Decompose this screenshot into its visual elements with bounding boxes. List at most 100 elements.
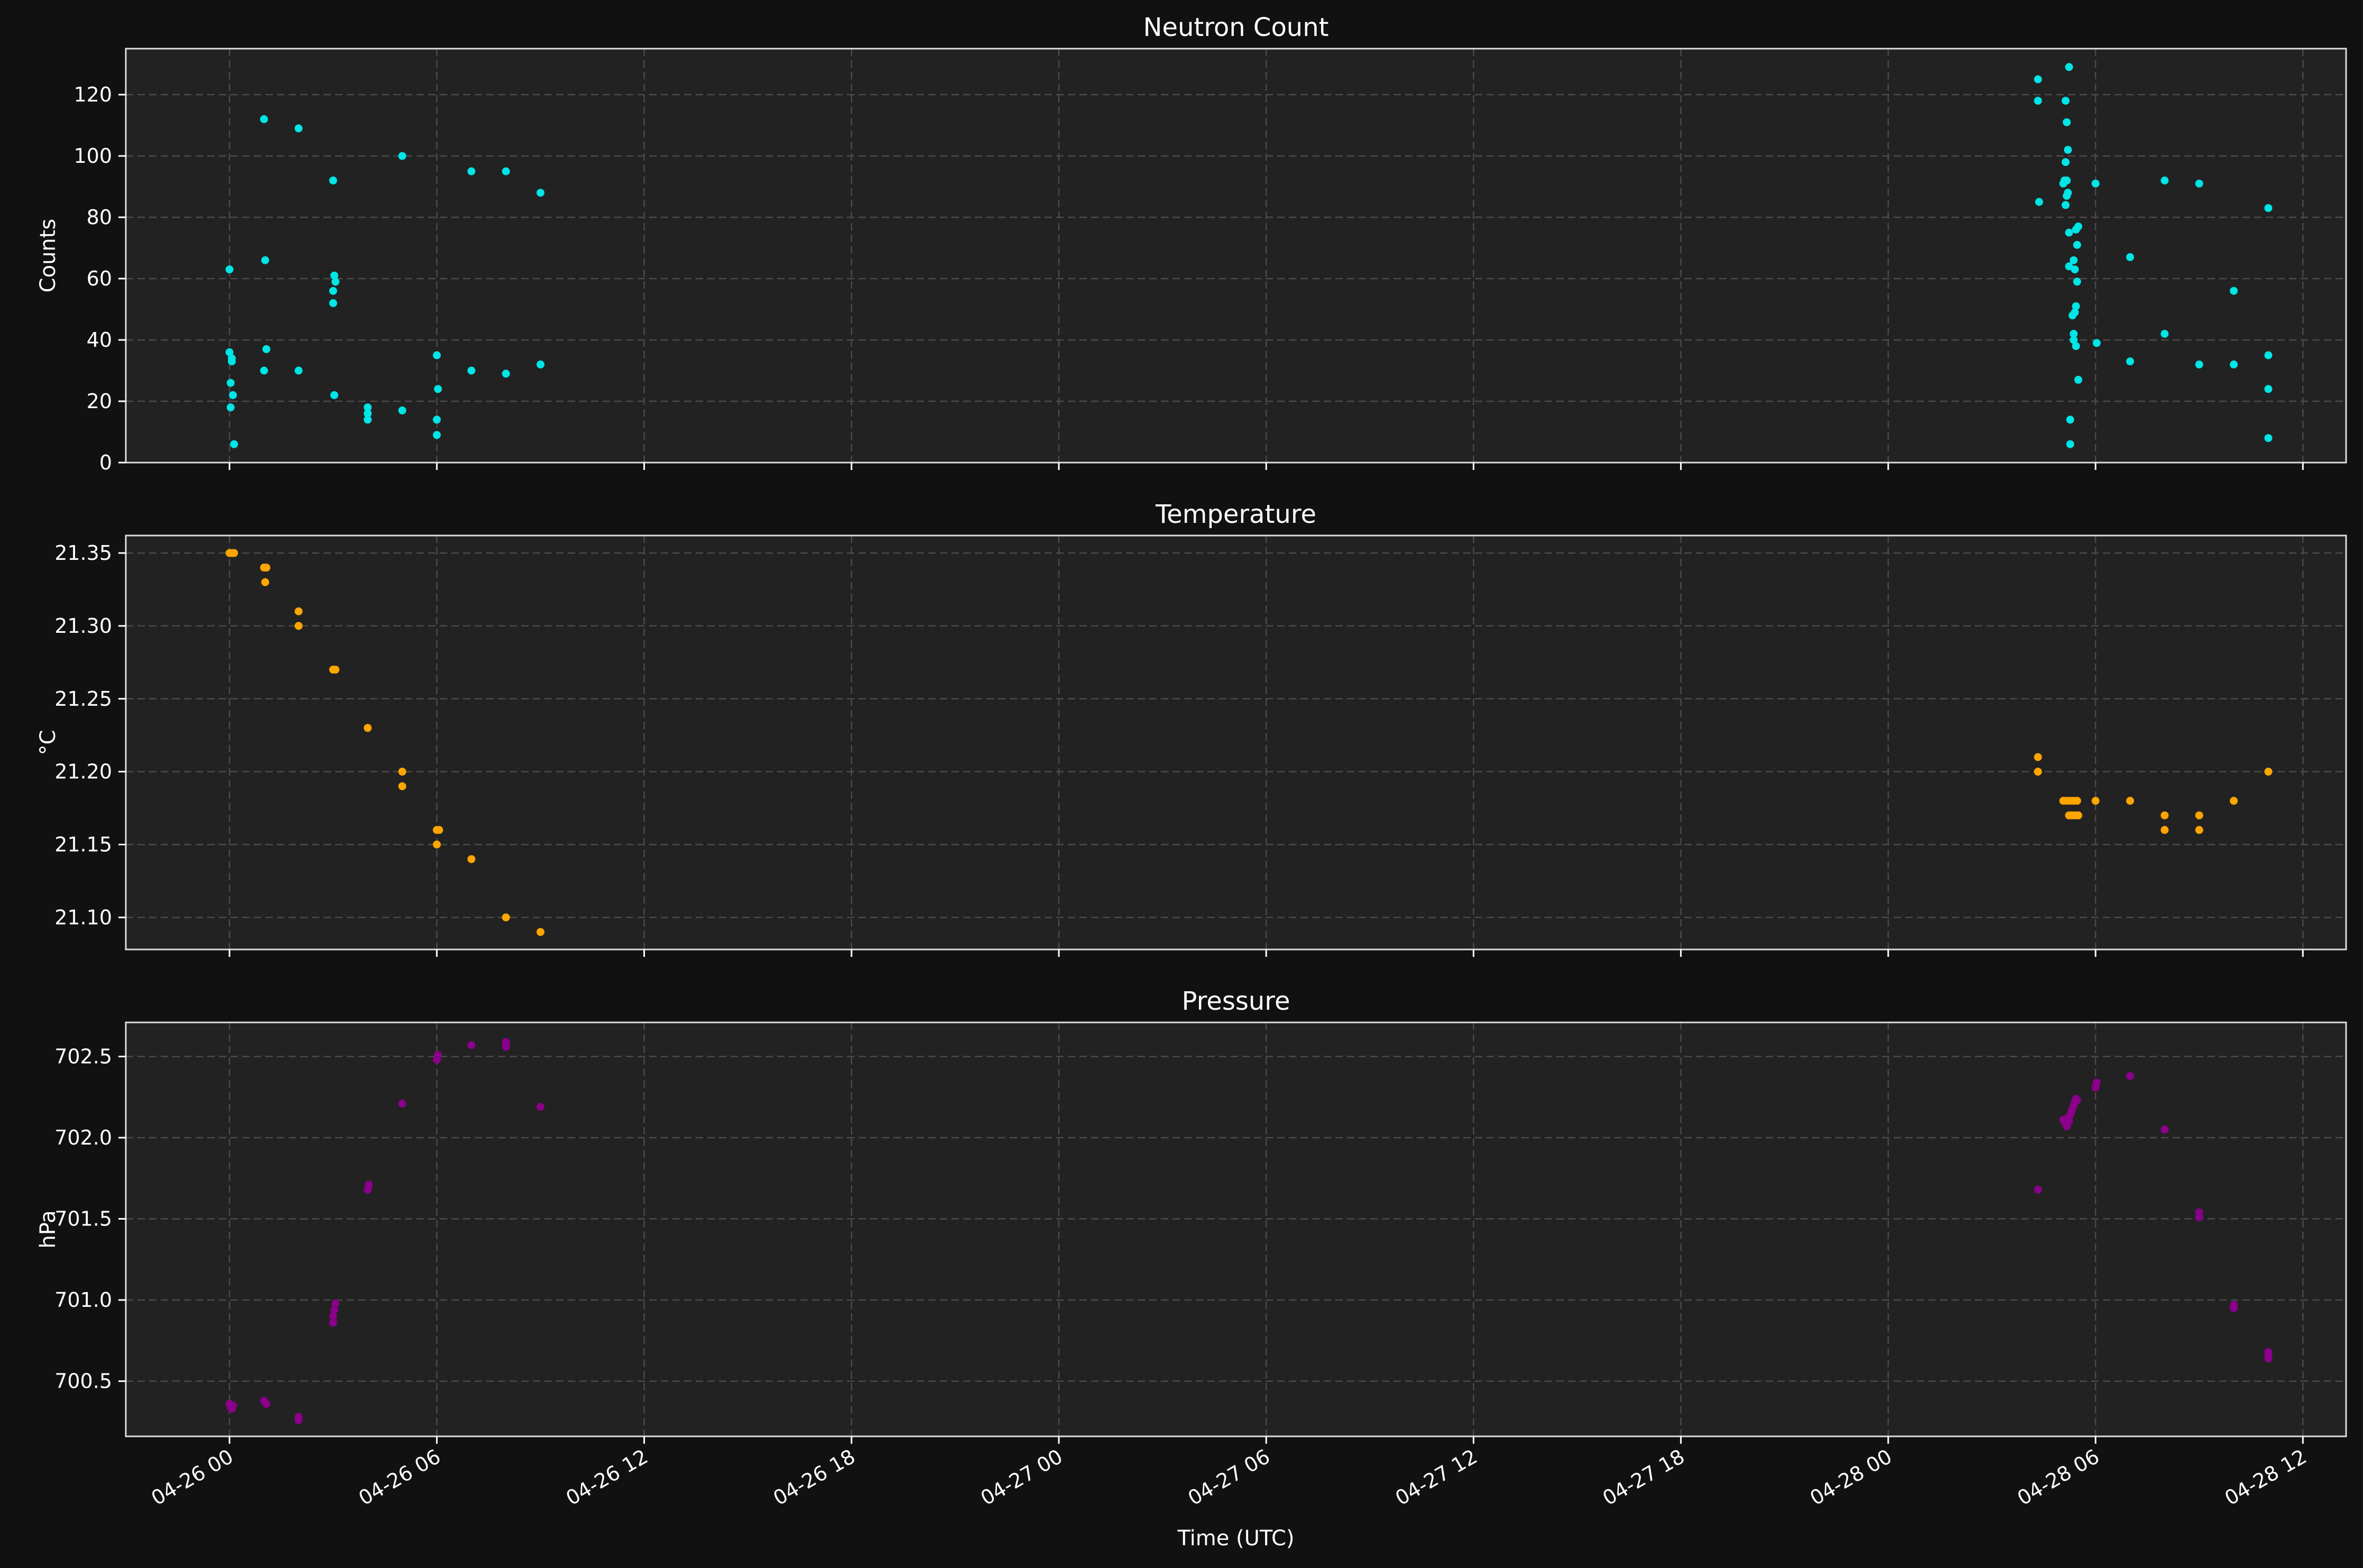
data-point bbox=[2195, 360, 2203, 368]
y-tick-label: 21.20 bbox=[54, 760, 112, 783]
y-axis-label: hPa bbox=[36, 1210, 60, 1248]
data-point bbox=[230, 440, 238, 448]
x-tick-label: 04-27 00 bbox=[977, 1445, 1067, 1510]
y-tick-label: 21.15 bbox=[54, 833, 112, 856]
data-point bbox=[2264, 204, 2273, 213]
data-point bbox=[2161, 329, 2169, 338]
chart-title: Pressure bbox=[1182, 986, 1290, 1016]
data-point bbox=[365, 1180, 373, 1189]
data-point bbox=[230, 549, 238, 557]
data-point bbox=[330, 271, 338, 280]
data-point bbox=[329, 1318, 337, 1327]
data-point bbox=[2230, 360, 2238, 368]
data-point bbox=[502, 913, 510, 921]
data-point bbox=[2063, 118, 2071, 126]
data-point bbox=[432, 431, 441, 439]
data-point bbox=[294, 622, 303, 630]
plot-frame bbox=[125, 534, 2347, 951]
data-point bbox=[502, 370, 510, 378]
data-point bbox=[398, 768, 407, 776]
x-tick-label: 04-28 00 bbox=[1806, 1445, 1896, 1510]
data-point bbox=[364, 416, 372, 424]
data-point bbox=[502, 167, 510, 176]
y-tick-label: 701.0 bbox=[54, 1288, 112, 1312]
x-tick-label: 04-28 06 bbox=[2014, 1445, 2103, 1510]
data-point bbox=[294, 124, 303, 133]
data-point bbox=[329, 299, 337, 307]
panel-neutron-count: 0 20 40 60 80 100 120 Neutron Count Counts bbox=[36, 13, 2347, 474]
data-point bbox=[398, 406, 407, 414]
x-tick-label: 04-26 18 bbox=[769, 1445, 859, 1510]
data-point bbox=[432, 351, 441, 359]
data-point bbox=[398, 152, 407, 160]
y-tick-label: 80 bbox=[87, 206, 112, 229]
data-point bbox=[2091, 797, 2100, 805]
y-tick-label: 701.5 bbox=[54, 1207, 112, 1231]
data-point bbox=[364, 403, 372, 412]
data-point bbox=[2195, 826, 2203, 834]
x-tick-label: 04-27 06 bbox=[1184, 1445, 1274, 1510]
data-point bbox=[2072, 225, 2080, 234]
plot-frame bbox=[125, 1021, 2347, 1437]
y-tick-label: 60 bbox=[87, 267, 112, 290]
y-tick-label: 21.10 bbox=[54, 906, 112, 929]
data-point bbox=[2064, 145, 2072, 154]
y-tick-label: 40 bbox=[87, 328, 112, 352]
data-point bbox=[2126, 357, 2134, 366]
data-point bbox=[2264, 1348, 2273, 1356]
y-tick-label: 700.5 bbox=[54, 1370, 112, 1393]
data-point bbox=[2264, 385, 2273, 393]
y-tick-label: 21.30 bbox=[54, 614, 112, 638]
y-tick-label: 0 bbox=[99, 451, 112, 474]
data-point bbox=[331, 278, 340, 286]
data-point bbox=[432, 416, 441, 424]
data-point bbox=[2126, 253, 2134, 261]
data-point bbox=[2161, 811, 2169, 819]
y-axis-label: Counts bbox=[36, 219, 60, 293]
data-point bbox=[2065, 1117, 2073, 1126]
data-point bbox=[2034, 768, 2042, 776]
data-point bbox=[2063, 191, 2071, 200]
data-point bbox=[294, 607, 303, 615]
data-point bbox=[2034, 97, 2042, 105]
plot-area bbox=[125, 534, 2347, 951]
x-tick-label: 04-26 00 bbox=[147, 1445, 237, 1510]
data-point bbox=[260, 366, 268, 375]
data-point bbox=[536, 928, 544, 936]
data-point bbox=[2066, 440, 2074, 448]
data-point bbox=[2070, 336, 2078, 344]
data-point bbox=[434, 1050, 442, 1059]
data-point bbox=[2071, 265, 2079, 274]
x-tick-label: 04-28 12 bbox=[2221, 1445, 2311, 1510]
data-point bbox=[2073, 797, 2081, 805]
data-point bbox=[229, 1401, 237, 1410]
x-tick-label: 04-27 18 bbox=[1599, 1445, 1688, 1510]
data-point bbox=[2070, 256, 2078, 264]
data-point bbox=[2034, 75, 2042, 84]
data-point bbox=[2230, 287, 2238, 295]
data-point bbox=[2264, 434, 2273, 442]
data-point bbox=[225, 348, 234, 356]
data-point bbox=[536, 360, 544, 368]
data-point bbox=[262, 1400, 271, 1408]
data-point bbox=[536, 189, 544, 197]
data-point bbox=[2074, 811, 2082, 819]
y-tick-label: 21.25 bbox=[54, 687, 112, 711]
data-point bbox=[2061, 201, 2070, 209]
data-point bbox=[262, 564, 271, 572]
chart-title: Temperature bbox=[1155, 500, 1316, 529]
data-point bbox=[226, 403, 235, 412]
x-tick-label: 04-26 06 bbox=[355, 1445, 445, 1510]
plot-frame bbox=[125, 48, 2347, 464]
data-point bbox=[398, 782, 407, 790]
data-point bbox=[2072, 302, 2080, 310]
data-point bbox=[2264, 351, 2273, 359]
data-point bbox=[261, 256, 270, 264]
data-point bbox=[260, 115, 268, 123]
data-point bbox=[364, 724, 372, 732]
data-point bbox=[398, 1100, 407, 1108]
y-tick-label: 120 bbox=[73, 83, 112, 106]
data-point bbox=[227, 357, 236, 366]
data-point bbox=[2035, 198, 2043, 206]
